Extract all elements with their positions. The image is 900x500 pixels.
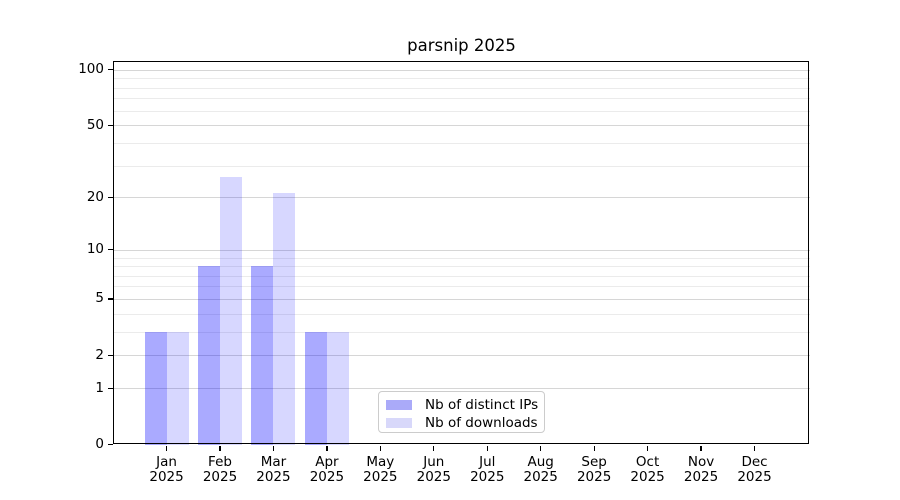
gridline-major (113, 69, 810, 71)
x-tick-label: Dec 2025 (720, 455, 790, 484)
legend-label-downloads: Nb of downloads (425, 415, 538, 431)
gridline-major (113, 298, 810, 300)
gridline-minor (113, 266, 810, 268)
bar-downloads (326, 331, 349, 445)
x-tick-mark (593, 446, 595, 451)
x-tick-label: Nov 2025 (666, 455, 736, 484)
y-tick-mark (108, 69, 113, 71)
y-tick-label: 50 (86, 116, 104, 133)
x-tick-mark (700, 446, 702, 451)
gridline-minor (113, 275, 810, 277)
x-tick-label: May 2025 (345, 455, 415, 484)
y-tick-label: 10 (86, 241, 104, 258)
y-tick-mark (108, 249, 113, 251)
gridline-minor (113, 257, 810, 259)
legend: Nb of distinct IPs Nb of downloads (378, 391, 545, 433)
x-tick-label: Apr 2025 (292, 455, 362, 484)
x-tick-label-year: 2025 (737, 468, 772, 485)
x-tick-mark (753, 446, 756, 451)
gridline-major (113, 125, 810, 127)
x-tick-label-year: 2025 (149, 468, 184, 485)
legend-swatch-downloads (386, 418, 412, 428)
gridline-major (113, 355, 810, 357)
bar-downloads (166, 331, 189, 445)
gridline-major (113, 249, 810, 251)
y-tick-mark (108, 387, 113, 389)
x-tick-label-year: 2025 (202, 468, 238, 485)
y-tick-mark (108, 443, 113, 446)
y-tick-label: 1 (95, 379, 104, 396)
x-tick-label-year: 2025 (416, 468, 451, 485)
y-tick-mark (108, 196, 113, 198)
bar-downloads (273, 193, 296, 445)
x-tick-mark (165, 446, 168, 451)
gridline-minor (113, 286, 810, 288)
x-tick-mark (272, 446, 275, 451)
gridline-minor (113, 87, 810, 89)
x-tick-mark (219, 446, 221, 451)
y-tick-mark (108, 298, 113, 300)
x-tick-label: Oct 2025 (613, 455, 683, 484)
gridline-major (113, 197, 810, 199)
x-tick-mark (433, 446, 435, 451)
legend-item-downloads: Nb of downloads (386, 415, 544, 431)
x-tick-label-year: 2025 (630, 468, 665, 485)
x-tick-label: Jul 2025 (452, 455, 522, 484)
chart-title: parsnip 2025 (407, 36, 516, 55)
bar-distinct-ips (251, 266, 274, 445)
bar-downloads (220, 176, 242, 445)
y-tick-label: 0 (95, 436, 104, 452)
x-tick-label-year: 2025 (576, 468, 612, 485)
x-tick-label: Sep 2025 (559, 455, 629, 484)
gridline-minor (113, 142, 810, 144)
y-tick-label: 100 (78, 61, 104, 78)
x-tick-mark (486, 446, 488, 451)
x-tick-mark (646, 446, 649, 451)
gridline-minor (113, 313, 810, 315)
gridline-minor (113, 331, 810, 333)
x-tick-label: Jun 2025 (399, 455, 469, 484)
legend-label-distinct-ips: Nb of distinct IPs (425, 397, 539, 413)
bar-distinct-ips (198, 266, 220, 445)
gridline-minor (113, 78, 810, 80)
x-tick-label-year: 2025 (683, 468, 719, 485)
x-tick-label: Jan 2025 (132, 455, 202, 484)
y-tick-mark (108, 354, 113, 356)
legend-item-distinct-ips: Nb of distinct IPs (386, 397, 544, 413)
y-tick-label: 5 (95, 290, 104, 307)
x-tick-label-year: 2025 (523, 468, 558, 485)
x-tick-label-year: 2025 (470, 468, 505, 485)
bar-distinct-ips (144, 331, 167, 445)
y-tick-label: 2 (95, 346, 104, 363)
x-tick-label: Feb 2025 (185, 455, 255, 484)
x-tick-label: Aug 2025 (506, 455, 576, 484)
gridline-minor (113, 110, 810, 112)
x-tick-label: Mar 2025 (238, 455, 308, 484)
legend-swatch-distinct-ips (386, 400, 412, 410)
gridline-minor (113, 98, 810, 100)
gridline-major (113, 388, 810, 390)
y-tick-mark (108, 124, 113, 126)
gridline-minor (113, 165, 810, 167)
x-tick-label-year: 2025 (363, 468, 398, 485)
x-tick-mark (540, 446, 542, 451)
bar-distinct-ips (304, 331, 327, 445)
x-tick-label-year: 2025 (309, 468, 345, 485)
x-tick-mark (326, 446, 328, 451)
x-tick-mark (379, 446, 381, 451)
x-tick-label-year: 2025 (256, 468, 291, 485)
y-tick-label: 20 (86, 188, 104, 205)
